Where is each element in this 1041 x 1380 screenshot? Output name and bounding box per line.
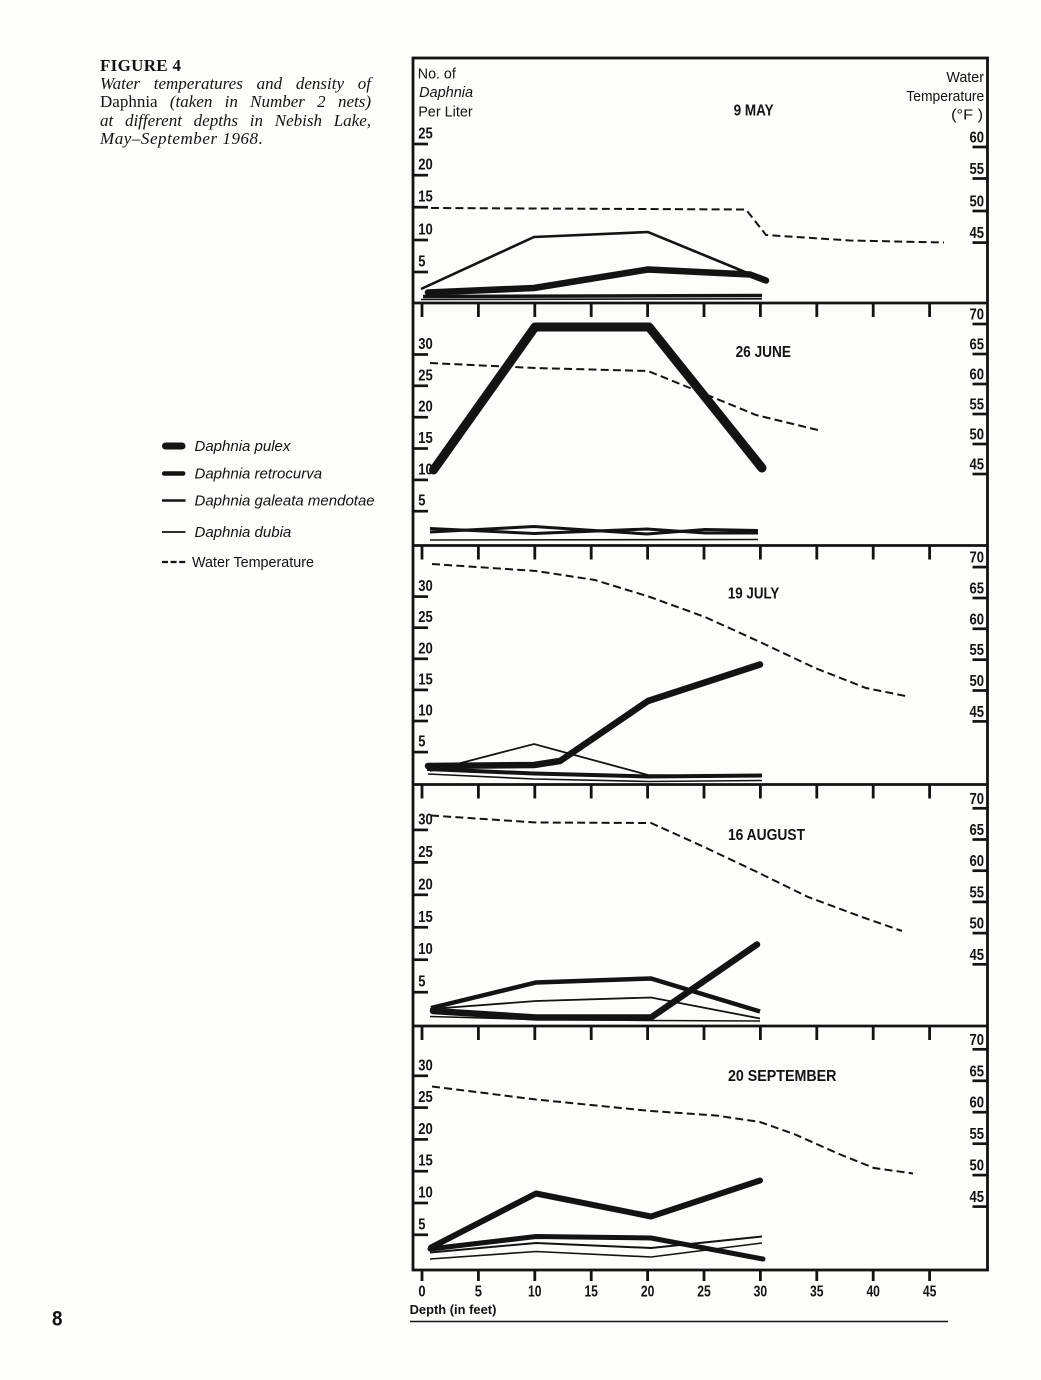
svg-text:Daphnia galeata mendotae: Daphnia galeata mendotae bbox=[195, 493, 375, 510]
svg-text:0: 0 bbox=[418, 1284, 425, 1301]
svg-text:55: 55 bbox=[970, 397, 985, 414]
svg-text:45: 45 bbox=[970, 457, 985, 474]
svg-text:20: 20 bbox=[418, 157, 433, 174]
svg-text:16 AUGUST: 16 AUGUST bbox=[728, 827, 806, 844]
svg-text:10: 10 bbox=[418, 703, 433, 720]
svg-text:9 MAY: 9 MAY bbox=[734, 103, 775, 120]
svg-text:60: 60 bbox=[970, 611, 985, 628]
svg-text:45: 45 bbox=[970, 1189, 985, 1206]
svg-text:10: 10 bbox=[418, 1185, 433, 1202]
svg-text:25: 25 bbox=[418, 609, 433, 626]
svg-text:Water Temperature: Water Temperature bbox=[192, 554, 314, 571]
svg-text:5: 5 bbox=[475, 1284, 483, 1301]
svg-text:25: 25 bbox=[418, 1089, 433, 1106]
svg-text:15: 15 bbox=[584, 1284, 598, 1301]
svg-text:65: 65 bbox=[970, 822, 985, 839]
svg-text:25: 25 bbox=[418, 367, 433, 384]
svg-text:19 JULY: 19 JULY bbox=[728, 586, 780, 603]
svg-text:50: 50 bbox=[970, 194, 985, 211]
svg-text:15: 15 bbox=[418, 430, 433, 447]
svg-text:45: 45 bbox=[970, 947, 985, 964]
svg-text:30: 30 bbox=[754, 1284, 768, 1301]
svg-text:5: 5 bbox=[418, 734, 426, 751]
svg-text:5: 5 bbox=[418, 1216, 426, 1233]
svg-text:30: 30 bbox=[418, 1057, 433, 1074]
svg-text:10: 10 bbox=[418, 941, 433, 958]
svg-text:55: 55 bbox=[970, 1126, 985, 1143]
svg-text:Daphnia dubia: Daphnia dubia bbox=[195, 524, 292, 541]
svg-text:55: 55 bbox=[970, 642, 985, 659]
svg-text:45: 45 bbox=[923, 1284, 937, 1301]
svg-text:8: 8 bbox=[52, 1308, 63, 1331]
svg-text:Depth (in feet): Depth (in feet) bbox=[410, 1302, 497, 1317]
svg-text:15: 15 bbox=[418, 189, 433, 206]
svg-text:70: 70 bbox=[970, 550, 985, 567]
svg-text:25: 25 bbox=[418, 126, 433, 143]
svg-text:30: 30 bbox=[418, 336, 433, 353]
svg-text:20: 20 bbox=[418, 1121, 433, 1138]
svg-text:60: 60 bbox=[970, 130, 985, 147]
svg-text:5: 5 bbox=[418, 254, 426, 271]
svg-text:Daphnia retrocurva: Daphnia retrocurva bbox=[195, 466, 323, 483]
svg-text:No. of: No. of bbox=[418, 66, 457, 83]
svg-text:15: 15 bbox=[418, 671, 433, 688]
svg-text:60: 60 bbox=[970, 1095, 985, 1112]
svg-text:Water: Water bbox=[946, 69, 984, 86]
svg-text:20: 20 bbox=[418, 399, 433, 416]
svg-text:Daphnia pulex: Daphnia pulex bbox=[195, 438, 291, 455]
svg-text:15: 15 bbox=[418, 1153, 433, 1170]
svg-text:20: 20 bbox=[418, 640, 433, 657]
svg-text:50: 50 bbox=[970, 1158, 985, 1175]
svg-text:65: 65 bbox=[970, 581, 985, 598]
svg-text:30: 30 bbox=[418, 811, 433, 828]
svg-text:15: 15 bbox=[418, 909, 433, 926]
svg-text:25: 25 bbox=[697, 1284, 711, 1301]
svg-text:10: 10 bbox=[528, 1284, 542, 1301]
svg-text:Daphnia: Daphnia bbox=[419, 84, 473, 101]
svg-text:Temperature: Temperature bbox=[906, 88, 984, 105]
svg-text:30: 30 bbox=[418, 578, 433, 595]
svg-text:65: 65 bbox=[970, 337, 985, 354]
svg-text:25: 25 bbox=[418, 844, 433, 861]
svg-text:26 JUNE: 26 JUNE bbox=[736, 344, 791, 361]
svg-text:60: 60 bbox=[970, 853, 985, 870]
svg-text:65: 65 bbox=[970, 1063, 985, 1080]
svg-text:40: 40 bbox=[866, 1284, 880, 1301]
svg-text:5: 5 bbox=[418, 493, 426, 510]
svg-text:10: 10 bbox=[418, 461, 433, 478]
svg-text:50: 50 bbox=[970, 916, 985, 933]
svg-text:20 SEPTEMBER: 20 SEPTEMBER bbox=[728, 1068, 837, 1085]
svg-text:35: 35 bbox=[810, 1284, 824, 1301]
svg-text:60: 60 bbox=[970, 367, 985, 384]
svg-text:70: 70 bbox=[970, 1032, 985, 1049]
svg-text:20: 20 bbox=[641, 1284, 655, 1301]
svg-text:20: 20 bbox=[418, 876, 433, 893]
svg-text:55: 55 bbox=[970, 884, 985, 901]
svg-text:45: 45 bbox=[970, 704, 985, 721]
svg-text:50: 50 bbox=[970, 673, 985, 690]
svg-text:10: 10 bbox=[418, 222, 433, 239]
svg-text:55: 55 bbox=[970, 161, 985, 178]
svg-text:70: 70 bbox=[970, 791, 985, 808]
svg-text:5: 5 bbox=[418, 974, 426, 991]
svg-text:(°F ): (°F ) bbox=[951, 107, 983, 124]
svg-text:Per Liter: Per Liter bbox=[418, 104, 473, 121]
svg-text:45: 45 bbox=[970, 225, 985, 242]
svg-text:70: 70 bbox=[970, 307, 985, 324]
svg-text:50: 50 bbox=[970, 427, 985, 444]
